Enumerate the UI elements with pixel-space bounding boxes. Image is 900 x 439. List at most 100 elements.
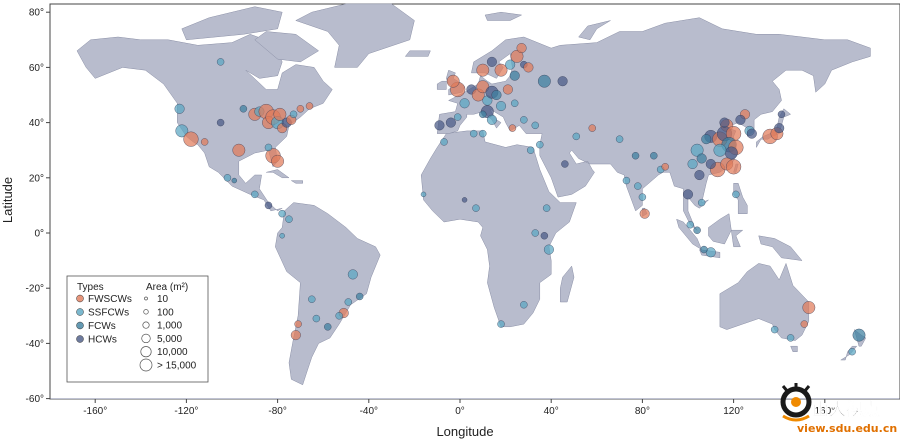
legend-area-swatch <box>144 296 148 301</box>
legend-area-label: 100 <box>157 307 174 318</box>
wetland-site-marker <box>446 74 460 88</box>
x-tick-label: -160° <box>83 406 107 417</box>
ireland-land <box>436 80 447 90</box>
wetland-site-marker <box>848 347 856 356</box>
wetland-site-marker <box>294 320 302 328</box>
legend-type-label: HCWs <box>88 335 117 346</box>
wetland-sites <box>174 43 866 356</box>
wetland-site-marker <box>440 138 448 146</box>
legend-area-swatch <box>139 358 153 372</box>
y-tick-label: 60° <box>29 63 44 74</box>
wetland-site-marker <box>344 298 353 306</box>
x-axis-title: Longitude <box>436 424 493 439</box>
wetland-site-marker <box>661 163 669 171</box>
wetland-site-marker <box>802 301 816 314</box>
wetland-site-marker <box>486 56 497 67</box>
wetland-site-marker <box>264 143 273 152</box>
wetland-site-marker <box>175 124 189 138</box>
wetland-site-marker <box>469 129 478 138</box>
x-tick-label: 80° <box>635 406 650 417</box>
baffin-land <box>254 31 320 63</box>
hispaniola-land <box>290 180 303 184</box>
greenland-land <box>295 3 415 68</box>
wetland-site-marker <box>271 154 285 168</box>
legend-area-classes: 10 100 1,000 5,000 10,000 > 15,000 <box>139 294 197 372</box>
wetland-site-marker <box>686 220 695 229</box>
watermark-url: view.sdu.edu.cn <box>797 422 897 435</box>
wetland-site-marker <box>634 182 642 190</box>
wetland-site-marker <box>516 43 527 54</box>
y-tick-label: -20° <box>26 284 44 295</box>
wetland-site-marker <box>520 301 528 309</box>
wetland-site-marker <box>622 176 631 185</box>
legend-area-label: 10 <box>157 294 169 305</box>
south-america-land <box>275 202 381 386</box>
svalbard-land <box>484 11 523 21</box>
wetland-site-marker <box>650 151 658 160</box>
iceland-land <box>404 50 431 57</box>
wetland-site-marker <box>852 328 866 342</box>
wetland-site-marker <box>232 143 246 157</box>
wetland-site-marker <box>312 314 321 323</box>
wetland-site-marker <box>746 128 757 139</box>
wetland-site-marker <box>732 190 740 199</box>
wetland-site-marker <box>285 215 293 223</box>
wetland-site-marker <box>531 121 539 130</box>
wetland-site-marker <box>453 113 462 121</box>
wetland-site-marker <box>537 74 551 88</box>
legend-area-swatch <box>142 321 150 329</box>
wetland-site-marker <box>355 292 364 301</box>
y-axis-title: Latitude <box>0 177 15 223</box>
legend-box <box>66 275 209 383</box>
wetland-site-marker <box>479 129 487 138</box>
wetland-site-marker <box>479 110 487 119</box>
wetland-site-marker <box>638 193 647 201</box>
wetland-site-marker <box>445 117 456 128</box>
wetland-site-marker <box>701 134 712 145</box>
watermark: 山大视点 view.sdu.edu.cn <box>780 383 897 435</box>
wetland-site-marker <box>531 229 539 237</box>
wetland-site-marker <box>543 244 554 255</box>
legend-area-label: 1,000 <box>157 321 182 332</box>
wetland-site-marker <box>697 198 706 207</box>
legend-type-swatch <box>76 294 84 303</box>
wetland-site-marker <box>774 123 785 134</box>
wetland-site-marker <box>700 245 708 254</box>
wetland-site-marker <box>347 269 358 280</box>
antarctica-land <box>50 398 900 400</box>
legend-area-label: > 15,000 <box>157 361 197 372</box>
wetland-site-marker <box>724 146 738 160</box>
wetland-site-marker <box>682 189 694 200</box>
wetland-site-marker <box>770 325 779 334</box>
wetland-site-marker <box>264 201 273 210</box>
wetland-site-marker <box>305 102 314 110</box>
wetland-site-marker <box>588 124 596 132</box>
x-tick-label: 120° <box>723 406 744 417</box>
wetland-site-marker <box>631 151 640 160</box>
legend-types: FWSCWs SSFCWs FCWs HCWs <box>76 294 132 346</box>
legend-area-label: 5,000 <box>157 334 182 345</box>
wetland-site-marker <box>278 209 286 218</box>
legend-area-title: Area (m²) <box>146 282 188 293</box>
wetland-site-marker <box>335 312 343 320</box>
wetland-site-marker <box>508 124 517 132</box>
wetland-site-marker <box>290 330 301 341</box>
wetland-site-marker <box>476 63 490 77</box>
wetland-site-marker <box>520 116 528 124</box>
y-tick-label: 40° <box>29 118 44 129</box>
wetland-site-marker <box>461 197 468 203</box>
wetland-site-marker <box>725 159 742 175</box>
legend-area-swatch <box>143 309 149 315</box>
y-tick-label: -40° <box>26 339 44 350</box>
wetland-site-marker <box>216 118 225 127</box>
wetland-site-marker <box>273 107 287 121</box>
novaya-zemlya-land <box>578 20 611 41</box>
wetland-site-marker <box>279 233 285 239</box>
wetland-site-marker <box>615 135 624 143</box>
legend-area-swatch <box>140 346 152 358</box>
legend-type-swatch <box>76 321 84 330</box>
wetland-site-marker <box>696 153 707 164</box>
axis-ticks: -160° -120° -80° -40° 0° 40° 80° 120° 160° 80° 60°… <box>26 8 836 417</box>
